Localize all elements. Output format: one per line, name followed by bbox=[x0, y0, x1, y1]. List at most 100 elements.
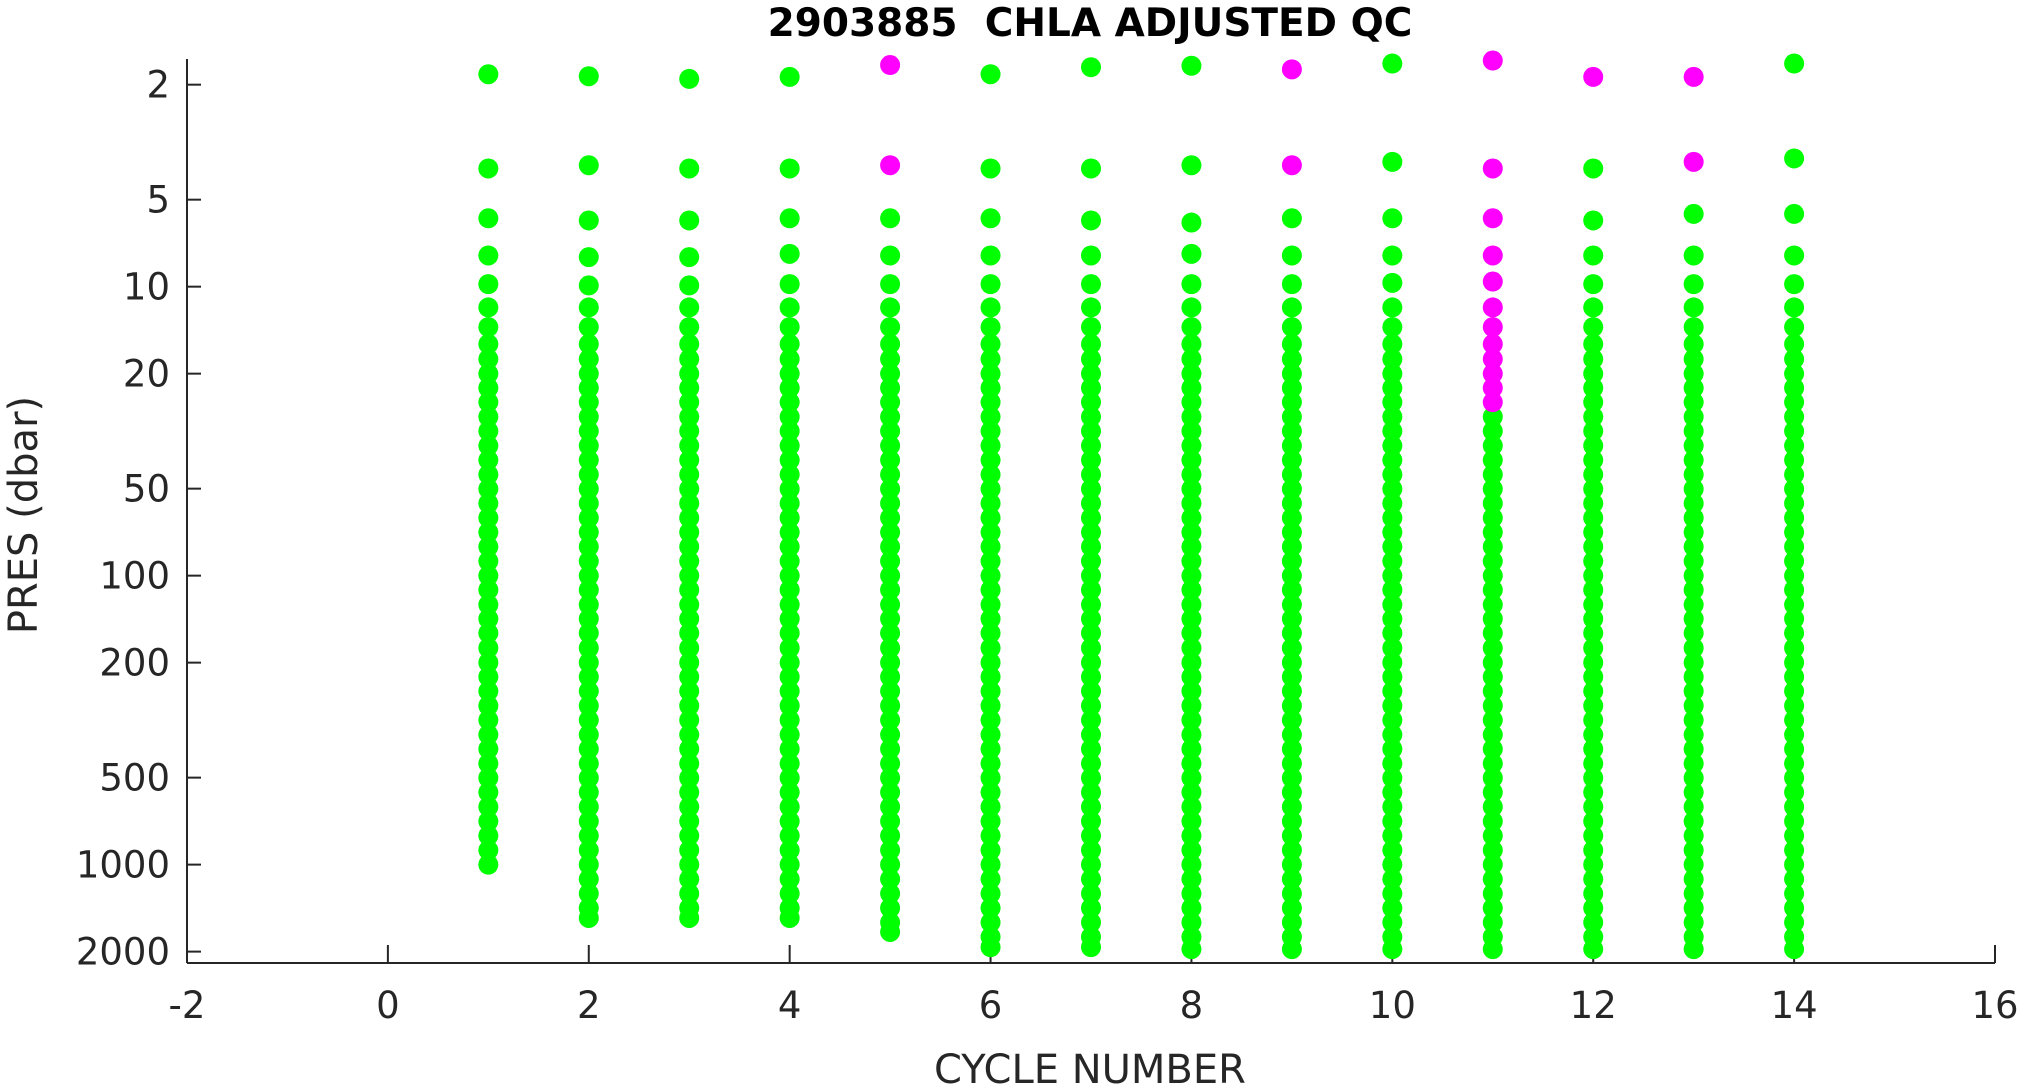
data-point bbox=[1181, 551, 1202, 572]
data-point bbox=[1281, 536, 1302, 557]
data-point bbox=[779, 767, 800, 788]
data-point bbox=[478, 377, 499, 398]
data-point bbox=[1482, 738, 1503, 759]
data-point bbox=[1081, 334, 1101, 355]
data-point bbox=[880, 334, 901, 355]
data-point bbox=[1784, 297, 1805, 318]
data-point bbox=[679, 334, 700, 355]
data-point bbox=[779, 450, 800, 471]
data-point bbox=[1482, 363, 1503, 384]
data-point bbox=[1482, 796, 1503, 817]
data-point bbox=[1482, 377, 1503, 398]
data-point bbox=[779, 594, 800, 615]
data-point bbox=[1081, 623, 1101, 644]
data-point bbox=[578, 883, 599, 904]
data-point bbox=[1482, 869, 1503, 890]
data-point bbox=[1281, 638, 1302, 659]
data-point bbox=[880, 522, 901, 543]
data-point bbox=[980, 898, 1001, 919]
data-point bbox=[1181, 493, 1202, 514]
data-point bbox=[679, 840, 700, 861]
data-point bbox=[1482, 522, 1503, 543]
data-point bbox=[1081, 811, 1101, 832]
data-point bbox=[779, 782, 800, 803]
data-point bbox=[980, 551, 1001, 572]
data-point bbox=[1181, 565, 1202, 586]
data-point bbox=[980, 158, 1001, 179]
data-point bbox=[478, 450, 499, 471]
data-point bbox=[1583, 898, 1604, 919]
x-tick-label: 4 bbox=[778, 984, 802, 1027]
data-point bbox=[1482, 271, 1503, 292]
data-point bbox=[880, 450, 901, 471]
data-point bbox=[1482, 435, 1503, 456]
data-point bbox=[1281, 825, 1302, 846]
data-point bbox=[980, 579, 1001, 600]
data-point bbox=[1281, 782, 1302, 803]
data-point bbox=[1281, 363, 1302, 384]
data-point bbox=[578, 297, 599, 318]
data-point bbox=[478, 638, 499, 659]
data-point bbox=[478, 825, 499, 846]
data-point bbox=[679, 297, 700, 318]
data-point bbox=[1081, 450, 1101, 471]
data-point bbox=[679, 247, 700, 268]
data-point bbox=[578, 825, 599, 846]
data-point bbox=[679, 666, 700, 687]
data-point bbox=[1583, 796, 1604, 817]
data-point bbox=[1482, 421, 1503, 442]
data-point bbox=[1181, 796, 1202, 817]
data-point bbox=[1081, 681, 1101, 702]
data-point bbox=[1482, 695, 1503, 716]
data-point bbox=[478, 695, 499, 716]
data-point bbox=[1382, 695, 1403, 716]
data-point bbox=[980, 363, 1001, 384]
data-point bbox=[1181, 243, 1202, 264]
data-point bbox=[1281, 551, 1302, 572]
data-point bbox=[1081, 507, 1101, 528]
data-point bbox=[779, 406, 800, 427]
data-point bbox=[779, 695, 800, 716]
data-point bbox=[679, 317, 700, 338]
data-point bbox=[1482, 782, 1503, 803]
data-point bbox=[1081, 898, 1101, 919]
data-point bbox=[779, 349, 800, 370]
data-point bbox=[1482, 50, 1503, 71]
y-tick-label: 1000 bbox=[76, 844, 170, 887]
data-point bbox=[779, 796, 800, 817]
data-point bbox=[478, 522, 499, 543]
data-point bbox=[1683, 522, 1704, 543]
x-tick-label: 16 bbox=[1971, 984, 2018, 1027]
data-point bbox=[1784, 811, 1805, 832]
data-point bbox=[1382, 898, 1403, 919]
data-point bbox=[1683, 666, 1704, 687]
data-point bbox=[1784, 565, 1805, 586]
data-point bbox=[1583, 334, 1604, 355]
data-point bbox=[1482, 623, 1503, 644]
data-point bbox=[1181, 579, 1202, 600]
data-point bbox=[1583, 274, 1604, 295]
data-point bbox=[1181, 464, 1202, 485]
data-point bbox=[880, 493, 901, 514]
data-point bbox=[478, 854, 499, 875]
data-point bbox=[1181, 536, 1202, 557]
data-point bbox=[880, 406, 901, 427]
data-point bbox=[1683, 493, 1704, 514]
data-point bbox=[679, 652, 700, 673]
data-point bbox=[1081, 710, 1101, 731]
data-point bbox=[980, 274, 1001, 295]
data-point bbox=[578, 608, 599, 629]
data-point bbox=[1583, 66, 1604, 87]
data-point bbox=[880, 377, 901, 398]
data-point bbox=[880, 551, 901, 572]
data-point bbox=[1181, 363, 1202, 384]
data-point bbox=[980, 796, 1001, 817]
data-point bbox=[1482, 158, 1503, 179]
data-point bbox=[1583, 579, 1604, 600]
x-tick-label: 2 bbox=[577, 984, 601, 1027]
data-point bbox=[1683, 203, 1704, 224]
data-point bbox=[1081, 840, 1101, 861]
data-point bbox=[1784, 478, 1805, 499]
data-point bbox=[478, 493, 499, 514]
data-point bbox=[679, 767, 700, 788]
